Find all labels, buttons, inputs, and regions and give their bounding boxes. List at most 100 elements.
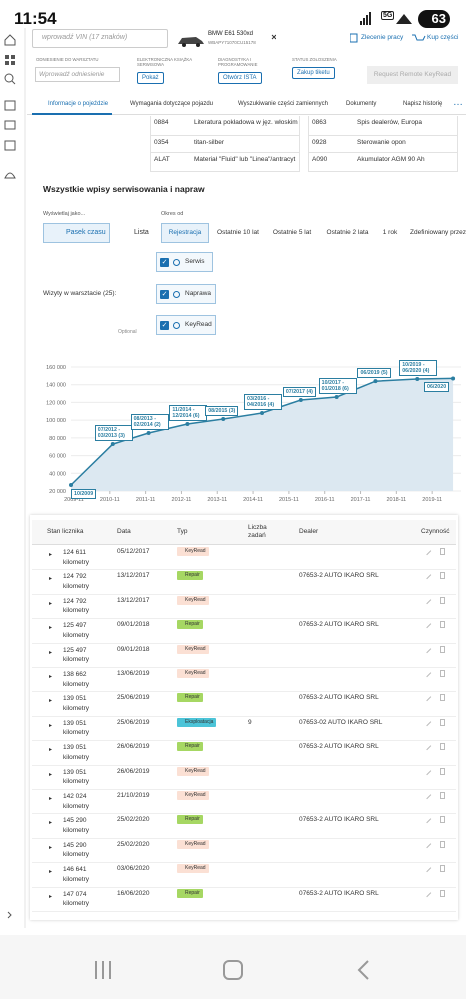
expand-arrow[interactable]: ▸ bbox=[49, 625, 53, 632]
odometer: 139 051 kilometry bbox=[63, 695, 90, 712]
filter-label: Naprawa bbox=[185, 290, 212, 297]
toolbar-button[interactable]: Otwórz ISTA bbox=[218, 72, 262, 84]
period-button[interactable]: 1 rok bbox=[376, 223, 404, 243]
expand-arrow[interactable]: ▸ bbox=[49, 869, 53, 876]
period-button[interactable]: Ostatnie 10 lat bbox=[212, 223, 264, 243]
expand-arrow[interactable]: ▸ bbox=[49, 747, 53, 754]
point bbox=[185, 422, 190, 427]
delete-button[interactable] bbox=[440, 792, 445, 799]
checkbox[interactable]: ✓ bbox=[160, 290, 169, 299]
header-icons bbox=[350, 33, 426, 43]
table-row bbox=[32, 766, 456, 790]
delete-button[interactable] bbox=[440, 621, 445, 629]
expand-arrow[interactable]: ▸ bbox=[49, 698, 53, 705]
buy-parts-button[interactable]: Kup części bbox=[427, 34, 459, 41]
expand-arrow[interactable]: ▸ bbox=[49, 771, 53, 778]
delete-button[interactable] bbox=[440, 865, 445, 873]
vin-placeholder: wprowadź VIN (17 znaków) bbox=[42, 34, 128, 41]
delete-button[interactable] bbox=[440, 645, 445, 653]
clock: 11:54 bbox=[14, 9, 57, 28]
checkbox[interactable]: ✓ bbox=[160, 258, 169, 267]
delete-button[interactable] bbox=[440, 840, 445, 848]
delete-button[interactable] bbox=[440, 694, 445, 702]
toolbar-button[interactable]: Zakup tiketu bbox=[292, 67, 335, 79]
car-vin: WBAPY71070CU15178 bbox=[208, 40, 256, 45]
filter-option[interactable]: ✓ KeyRead bbox=[156, 315, 216, 335]
x-tick-label: 2012-11 bbox=[172, 497, 192, 503]
filter-icon bbox=[173, 291, 180, 298]
table-row bbox=[32, 644, 456, 668]
expand-arrow[interactable]: ▸ bbox=[49, 552, 53, 558]
point bbox=[146, 430, 151, 435]
task-count: 9 bbox=[248, 718, 252, 726]
expand-arrow[interactable]: ▸ bbox=[49, 844, 53, 851]
table-row bbox=[32, 717, 456, 742]
expand-arrow[interactable]: ▸ bbox=[49, 722, 53, 729]
tab[interactable]: Wyszukiwanie części zamiennych bbox=[238, 101, 328, 107]
remote-keyread-button[interactable]: Request Remote KeyRead bbox=[367, 66, 458, 84]
delete-button[interactable] bbox=[440, 816, 445, 824]
tab[interactable]: Napisz historię bbox=[403, 101, 443, 107]
date: 03/06/2020 bbox=[117, 865, 150, 873]
column-header: Czynność bbox=[421, 528, 450, 535]
date: 13/12/2017 bbox=[117, 596, 150, 604]
display-button[interactable]: Lista bbox=[113, 223, 155, 243]
reference-input[interactable]: Wprowadź odniesienie bbox=[35, 67, 120, 82]
table-cell: ALAT bbox=[154, 156, 170, 163]
period-button[interactable]: Zdefiniowany przez użytkownika bbox=[406, 223, 466, 243]
table-cell: 0863 bbox=[312, 119, 327, 126]
type-badge: KeyRead bbox=[177, 547, 209, 556]
table-cell: A090 bbox=[312, 156, 328, 163]
column-header: Data bbox=[117, 528, 131, 535]
type-badge: KeyRead bbox=[177, 669, 209, 678]
delete-button[interactable] bbox=[440, 548, 445, 555]
odometer: 145 290 kilometry bbox=[63, 817, 90, 834]
point bbox=[110, 442, 115, 447]
x-tick-label: 2013-11 bbox=[207, 497, 227, 503]
delete-button[interactable] bbox=[440, 767, 445, 775]
tab[interactable]: Dokumenty bbox=[346, 101, 377, 107]
delete-button[interactable] bbox=[440, 889, 445, 897]
delete-button[interactable] bbox=[440, 572, 445, 580]
display-button[interactable]: Pasek czasu bbox=[43, 223, 110, 243]
date: 25/02/2020 bbox=[117, 816, 150, 824]
date: 09/01/2018 bbox=[117, 645, 150, 653]
delete-button[interactable] bbox=[440, 743, 445, 751]
work-order-button[interactable]: Zlecenie pracy bbox=[361, 34, 404, 41]
x-tick-label: 2016-11 bbox=[315, 497, 335, 503]
point-label: 06/2020 bbox=[424, 382, 450, 393]
tab[interactable]: Wymagania dotyczące pojazdu bbox=[130, 101, 213, 107]
tab[interactable]: Informacje o pojeździe bbox=[48, 101, 109, 107]
tab-active-underline bbox=[32, 113, 112, 115]
expand-arrow[interactable]: ▸ bbox=[49, 600, 53, 607]
expand-arrow[interactable]: ▸ bbox=[49, 674, 53, 680]
expand-arrow[interactable]: ▸ bbox=[49, 820, 53, 827]
toolbar-button[interactable]: Pokaż bbox=[137, 72, 164, 84]
toolbar-label: STATUS ZGŁOSZENIA bbox=[292, 57, 337, 62]
type-badge: Repair bbox=[177, 620, 203, 630]
period-button[interactable]: Ostatnie 2 lata bbox=[321, 223, 374, 243]
period-button[interactable]: Ostatnie 5 lat bbox=[267, 223, 317, 243]
delete-button[interactable] bbox=[440, 596, 445, 604]
delete-button[interactable] bbox=[440, 718, 445, 726]
y-tick-label: 60 000 bbox=[49, 454, 66, 460]
filter-option[interactable]: ✓ Naprawa bbox=[156, 284, 216, 304]
expand-arrow[interactable]: ▸ bbox=[49, 796, 53, 802]
dealer: 07653-2 AUTO IKARO SRL bbox=[299, 572, 379, 580]
period-button[interactable]: Rejestracja bbox=[161, 223, 209, 243]
vin-input[interactable] bbox=[32, 29, 168, 48]
filter-option[interactable]: ✓ Serwis bbox=[156, 252, 213, 272]
table-cell: Akumulator AGM 90 Ah bbox=[357, 156, 425, 163]
expand-arrow[interactable]: ▸ bbox=[49, 576, 53, 583]
checkbox[interactable]: ✓ bbox=[160, 321, 169, 330]
expand-arrow[interactable]: ▸ bbox=[49, 649, 53, 656]
expand-arrow[interactable]: ▸ bbox=[49, 893, 53, 900]
tab-more[interactable]: … bbox=[453, 97, 463, 108]
date: 26/06/2019 bbox=[117, 767, 150, 775]
date: 25/06/2019 bbox=[117, 694, 150, 702]
table-row bbox=[32, 546, 456, 571]
x-tick-label: 2019-11 bbox=[422, 497, 442, 503]
delete-button[interactable] bbox=[440, 670, 445, 677]
date: 25/06/2019 bbox=[117, 718, 150, 726]
date: 13/06/2019 bbox=[117, 670, 150, 677]
